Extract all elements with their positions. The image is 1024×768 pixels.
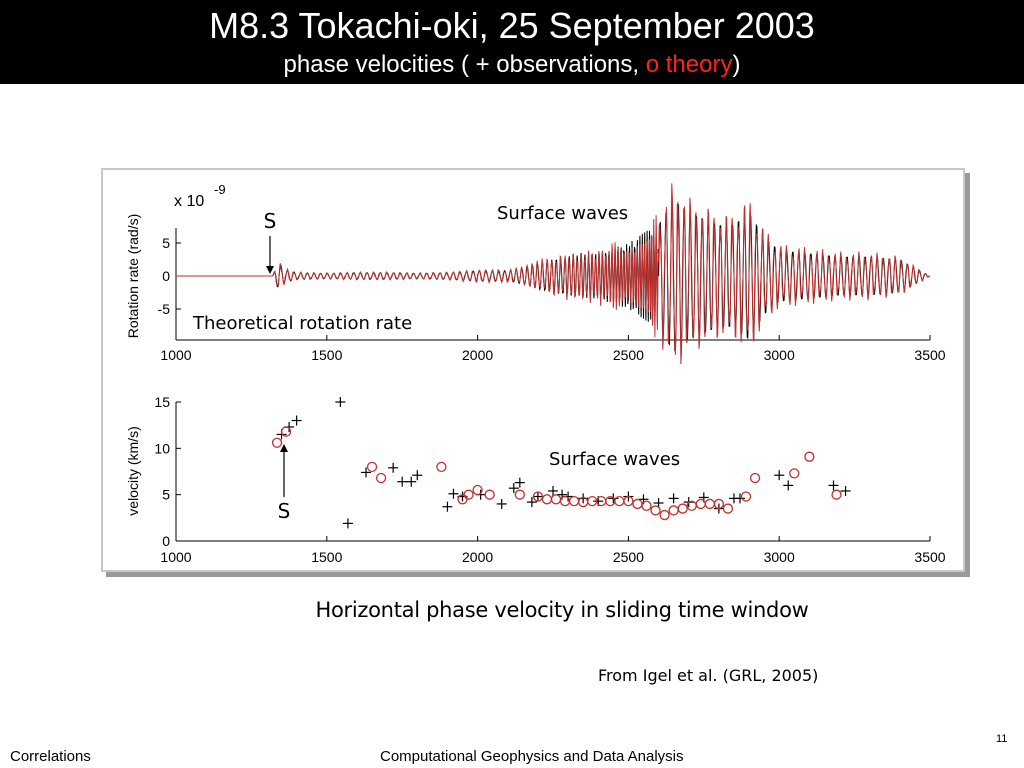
rotation-y-ticks: 5 0 -5 <box>158 235 181 317</box>
figure-source: From Igel et al. (GRL, 2005) <box>598 666 819 685</box>
figure-frame <box>101 168 965 572</box>
rotation-s-label: S <box>264 209 277 233</box>
theory-point <box>436 461 447 473</box>
theory-point <box>677 503 688 514</box>
x-tick-label: 1500 <box>311 347 342 363</box>
theory-point <box>463 489 474 500</box>
slide-title: M8.3 Tokachi-oki, 25 September 2003 <box>209 5 815 46</box>
rotation-surface-waves: Surface waves <box>497 203 628 224</box>
theory-point <box>641 500 652 511</box>
theory-point <box>532 491 544 502</box>
theory-point <box>472 484 483 496</box>
observation-point <box>342 518 353 529</box>
observation-point <box>496 498 507 509</box>
observation-point <box>388 462 399 473</box>
observation-point <box>397 476 408 487</box>
observation-point <box>668 493 679 504</box>
footer-center: Computational Geophysics and Data Analys… <box>380 748 684 765</box>
x-tick-label: 3500 <box>914 347 945 363</box>
theory-point <box>713 498 725 510</box>
observation-markers <box>276 397 851 529</box>
velocity-y-ticks: 15 10 5 0 <box>154 394 181 549</box>
rotation-scale-label: x 10 <box>174 193 204 210</box>
observation-point <box>783 480 794 491</box>
observation-point <box>514 477 525 488</box>
x-tick-label: 2500 <box>613 347 644 363</box>
observation-point <box>508 483 519 494</box>
observation-point <box>335 397 346 407</box>
slide-header: M8.3 Tokachi-oki, 25 September 2003 phas… <box>0 0 1024 84</box>
rotation-scale-exponent: -9 <box>214 182 226 197</box>
observation-point <box>361 467 372 478</box>
x-tick-label: 3000 <box>764 549 795 565</box>
x-tick-label: 1000 <box>160 347 191 363</box>
theory-point <box>366 461 378 473</box>
page-number: 11 <box>996 733 1008 745</box>
y-tick-label: 0 <box>162 268 170 284</box>
velocity-s-label: S <box>278 499 291 523</box>
theory-point <box>740 491 752 502</box>
theory-point <box>280 426 292 437</box>
theory-point <box>722 503 734 514</box>
footer-left: Correlations <box>10 748 91 765</box>
subtitle-prefix: phase velocities ( + observations, <box>283 51 646 78</box>
y-tick-label: 0 <box>162 533 170 549</box>
theory-point <box>749 472 761 484</box>
velocity-surface-waves: Surface waves <box>549 449 680 470</box>
velocity-panel: 1000 1500 2000 2500 3000 3500 15 10 5 0 velocity… <box>125 394 946 565</box>
observation-point <box>828 480 839 491</box>
observation-point <box>448 488 459 499</box>
observation-point <box>526 497 537 508</box>
velocity-s-arrowhead <box>280 444 288 452</box>
y-tick-label: -5 <box>158 301 171 317</box>
observation-point <box>734 493 745 504</box>
observation-point <box>774 470 785 481</box>
theory-point <box>271 437 283 448</box>
observation-point <box>532 491 543 502</box>
x-tick-label: 3500 <box>914 549 945 565</box>
theory-markers <box>271 426 842 521</box>
theoretical-rotation-trace <box>176 183 931 365</box>
theory-point <box>484 489 495 500</box>
rotation-s-arrowhead <box>266 266 274 274</box>
rotation-y-label: Rotation rate (rad/s) <box>125 214 141 339</box>
theory-point <box>650 505 661 516</box>
y-tick-label: 15 <box>154 394 170 410</box>
theory-point <box>375 472 387 484</box>
velocity-x-ticks: 1000 1500 2000 2500 3000 3500 <box>160 536 946 565</box>
x-tick-label: 1000 <box>160 549 191 565</box>
theory-point <box>514 489 525 500</box>
theory-point <box>623 496 634 507</box>
theory-point <box>831 489 842 500</box>
figure-caption: Horizontal phase velocity in sliding tim… <box>315 598 809 622</box>
x-tick-label: 3000 <box>764 347 795 363</box>
y-tick-label: 5 <box>162 235 170 251</box>
observation-point <box>291 415 302 426</box>
x-tick-label: 2000 <box>462 347 493 363</box>
x-tick-label: 2000 <box>462 549 493 565</box>
rotation-panel: 1000 1500 2000 2500 3000 3500 5 0 -5 x 10 -9 Ro… <box>125 182 946 365</box>
subtitle-suffix: ) <box>732 51 741 78</box>
x-tick-label: 1500 <box>311 549 342 565</box>
y-tick-label: 10 <box>154 440 170 456</box>
velocity-y-label: velocity (km/s) <box>125 426 141 515</box>
theory-point <box>789 468 800 479</box>
observation-point <box>548 485 558 496</box>
rotation-theory-label: Theoretical rotation rate <box>192 313 412 334</box>
observation-point <box>412 470 423 481</box>
observation-point <box>442 501 453 512</box>
x-tick-label: 2500 <box>613 549 644 565</box>
subtitle-theory: o theory <box>645 51 733 78</box>
y-tick-label: 5 <box>162 487 170 503</box>
slide-subtitle: phase velocities ( + observations, o the… <box>0 50 1024 80</box>
rotation-x-ticks: 1000 1500 2000 2500 3000 3500 <box>160 335 946 363</box>
observation-point <box>406 476 417 487</box>
observation-point <box>840 485 851 496</box>
theory-point <box>804 451 815 462</box>
theory-point <box>659 509 670 521</box>
